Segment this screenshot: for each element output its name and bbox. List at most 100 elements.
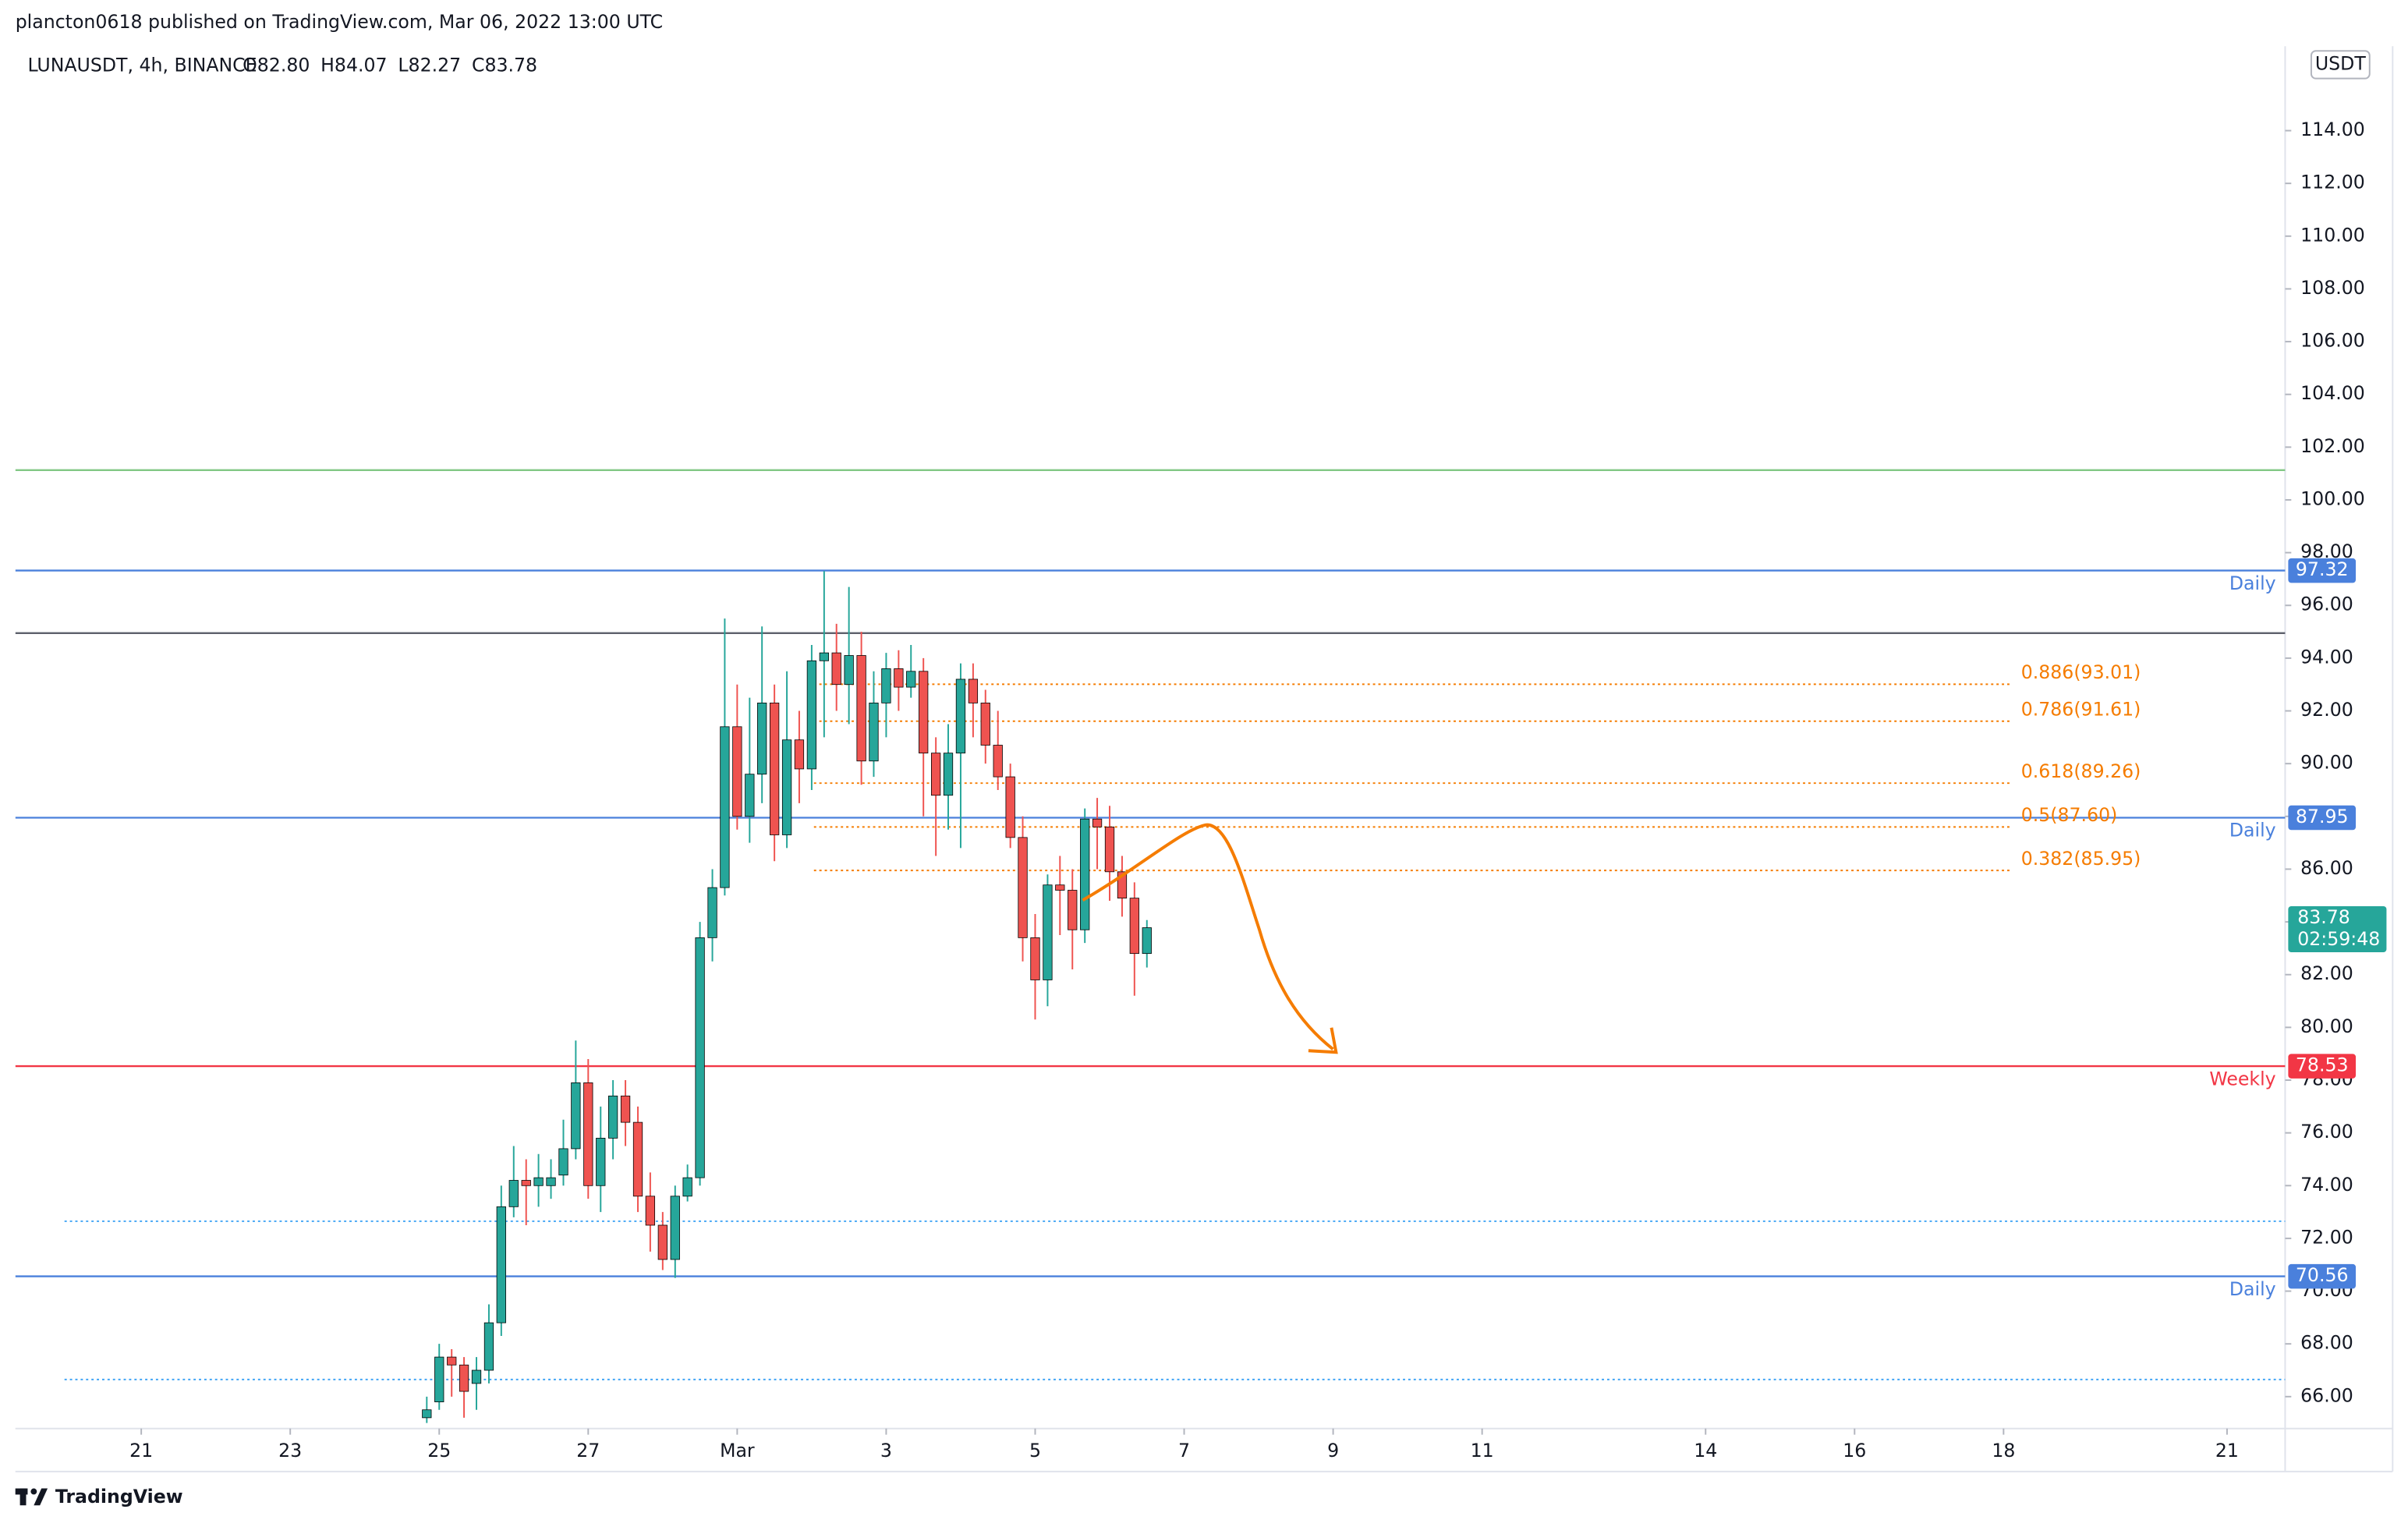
currency-label: USDT xyxy=(2315,52,2366,74)
candle-body xyxy=(521,1180,531,1186)
fib-label: 0.5(87.60) xyxy=(2021,804,2118,826)
level-badge xyxy=(2288,805,2357,831)
x-tick-label: 11 xyxy=(1471,1440,1494,1461)
symbol-label: LUNAUSDT, 4h, BINANCE xyxy=(27,54,257,76)
candle-body xyxy=(769,702,780,835)
y-tick-label: 108.00 xyxy=(2300,277,2365,299)
candle-body xyxy=(645,1196,656,1226)
x-tick-label: 3 xyxy=(880,1440,892,1461)
candle-body xyxy=(745,774,755,817)
candle-body xyxy=(1030,937,1040,980)
candle-body xyxy=(794,739,805,770)
fib-label: 0.382(85.95) xyxy=(2021,848,2141,870)
plot-area: 0.886(93.01) 0.786(91.61) 0.618(89.26) 0.5(… xyxy=(15,469,2286,1423)
candle-body xyxy=(993,745,1003,778)
countdown-label: 02:59:48 xyxy=(2297,928,2380,950)
level-tag: Weekly xyxy=(2209,1068,2275,1089)
level-badge xyxy=(2288,1263,2357,1289)
last-price-label: 83.78 xyxy=(2297,906,2350,928)
candle-body xyxy=(1018,837,1028,938)
candle-body xyxy=(919,671,929,754)
candle-body xyxy=(434,1356,444,1402)
y-tick-label: 74.00 xyxy=(2300,1174,2353,1196)
x-tick-label: Mar xyxy=(720,1440,755,1461)
level-tag: Daily xyxy=(2229,1278,2276,1300)
candle-body xyxy=(459,1364,469,1392)
candle-body xyxy=(632,1121,643,1197)
candle-body xyxy=(906,671,916,688)
level-tag: Daily xyxy=(2229,820,2276,841)
y-tick-label: 114.00 xyxy=(2300,119,2365,140)
x-tick-label: 14 xyxy=(1694,1440,1717,1461)
y-tick-label: 96.00 xyxy=(2300,593,2353,615)
candle-body xyxy=(682,1177,692,1197)
logo-slash xyxy=(34,1488,48,1506)
candle-body xyxy=(1068,890,1078,930)
candle-body xyxy=(806,660,817,770)
axis-overlay: 66.0068.0070.0072.0074.0076.0078.0080.00… xyxy=(129,119,2387,1461)
y-tick-label: 94.00 xyxy=(2300,646,2353,668)
candle-body xyxy=(422,1409,432,1419)
y-tick-label: 104.00 xyxy=(2300,382,2365,404)
candle-body xyxy=(881,668,891,703)
x-tick-label: 16 xyxy=(1843,1440,1866,1461)
level-badge xyxy=(2288,1054,2357,1079)
y-tick-label: 72.00 xyxy=(2300,1226,2353,1248)
y-tick-label: 68.00 xyxy=(2300,1332,2353,1354)
x-tick-label: 21 xyxy=(129,1440,153,1461)
candle-body xyxy=(732,726,742,817)
level-badge-label: 97.32 xyxy=(2296,558,2349,580)
x-tick-label: 27 xyxy=(576,1440,600,1461)
candle-body xyxy=(1129,898,1139,955)
arrow-head xyxy=(1308,1027,1338,1054)
brand-logo xyxy=(15,1488,48,1506)
candle-body xyxy=(546,1177,556,1186)
candle-body xyxy=(533,1177,544,1186)
ohlc-value: H84.07 xyxy=(320,54,387,76)
level-tag: Daily xyxy=(2229,572,2276,594)
candle-body xyxy=(931,753,941,796)
candle-body xyxy=(508,1180,519,1207)
ohlc-value: L82.27 xyxy=(398,54,461,76)
candle-body xyxy=(844,655,854,686)
candle-body xyxy=(1117,871,1128,899)
candle-body xyxy=(583,1082,593,1186)
candle-body xyxy=(1005,776,1015,838)
candle-body xyxy=(607,1095,618,1139)
y-tick-label: 100.00 xyxy=(2300,487,2365,509)
projection-arrow xyxy=(1082,823,1334,1050)
candle-body xyxy=(695,937,705,1178)
candle-body xyxy=(720,726,730,888)
candle-body xyxy=(1043,884,1053,980)
fib-label: 0.786(91.61) xyxy=(2021,698,2141,720)
fib-label: 0.886(93.01) xyxy=(2021,661,2141,683)
x-tick-label: 23 xyxy=(278,1440,302,1461)
candle-body xyxy=(1142,927,1152,955)
brand-name: TradingView xyxy=(55,1486,183,1508)
candle-body xyxy=(856,655,866,762)
candle-body xyxy=(968,678,979,703)
candle-body xyxy=(483,1322,494,1371)
ohlc-value: C83.78 xyxy=(472,54,537,76)
y-tick-label: 66.00 xyxy=(2300,1384,2353,1406)
x-tick-label: 21 xyxy=(2215,1440,2239,1461)
ohlc-value: O82.80 xyxy=(243,54,310,76)
x-tick-label: 7 xyxy=(1178,1440,1190,1461)
candle-body xyxy=(496,1206,506,1323)
x-tick-label: 5 xyxy=(1029,1440,1041,1461)
candle-body xyxy=(1092,818,1103,827)
currency-badge xyxy=(2310,50,2371,80)
candle-body xyxy=(1080,818,1090,930)
publish-header: plancton0618 published on TradingView.co… xyxy=(16,11,663,33)
level-badge-label: 70.56 xyxy=(2296,1264,2349,1286)
candle-body xyxy=(819,652,829,661)
level-badge-label: 78.53 xyxy=(2296,1054,2349,1076)
candle-body xyxy=(980,702,990,746)
candle-body xyxy=(1055,884,1065,891)
candle-body xyxy=(869,702,879,762)
candle-body xyxy=(571,1082,581,1150)
y-tick-label: 102.00 xyxy=(2300,435,2365,457)
candle-body xyxy=(943,753,954,796)
